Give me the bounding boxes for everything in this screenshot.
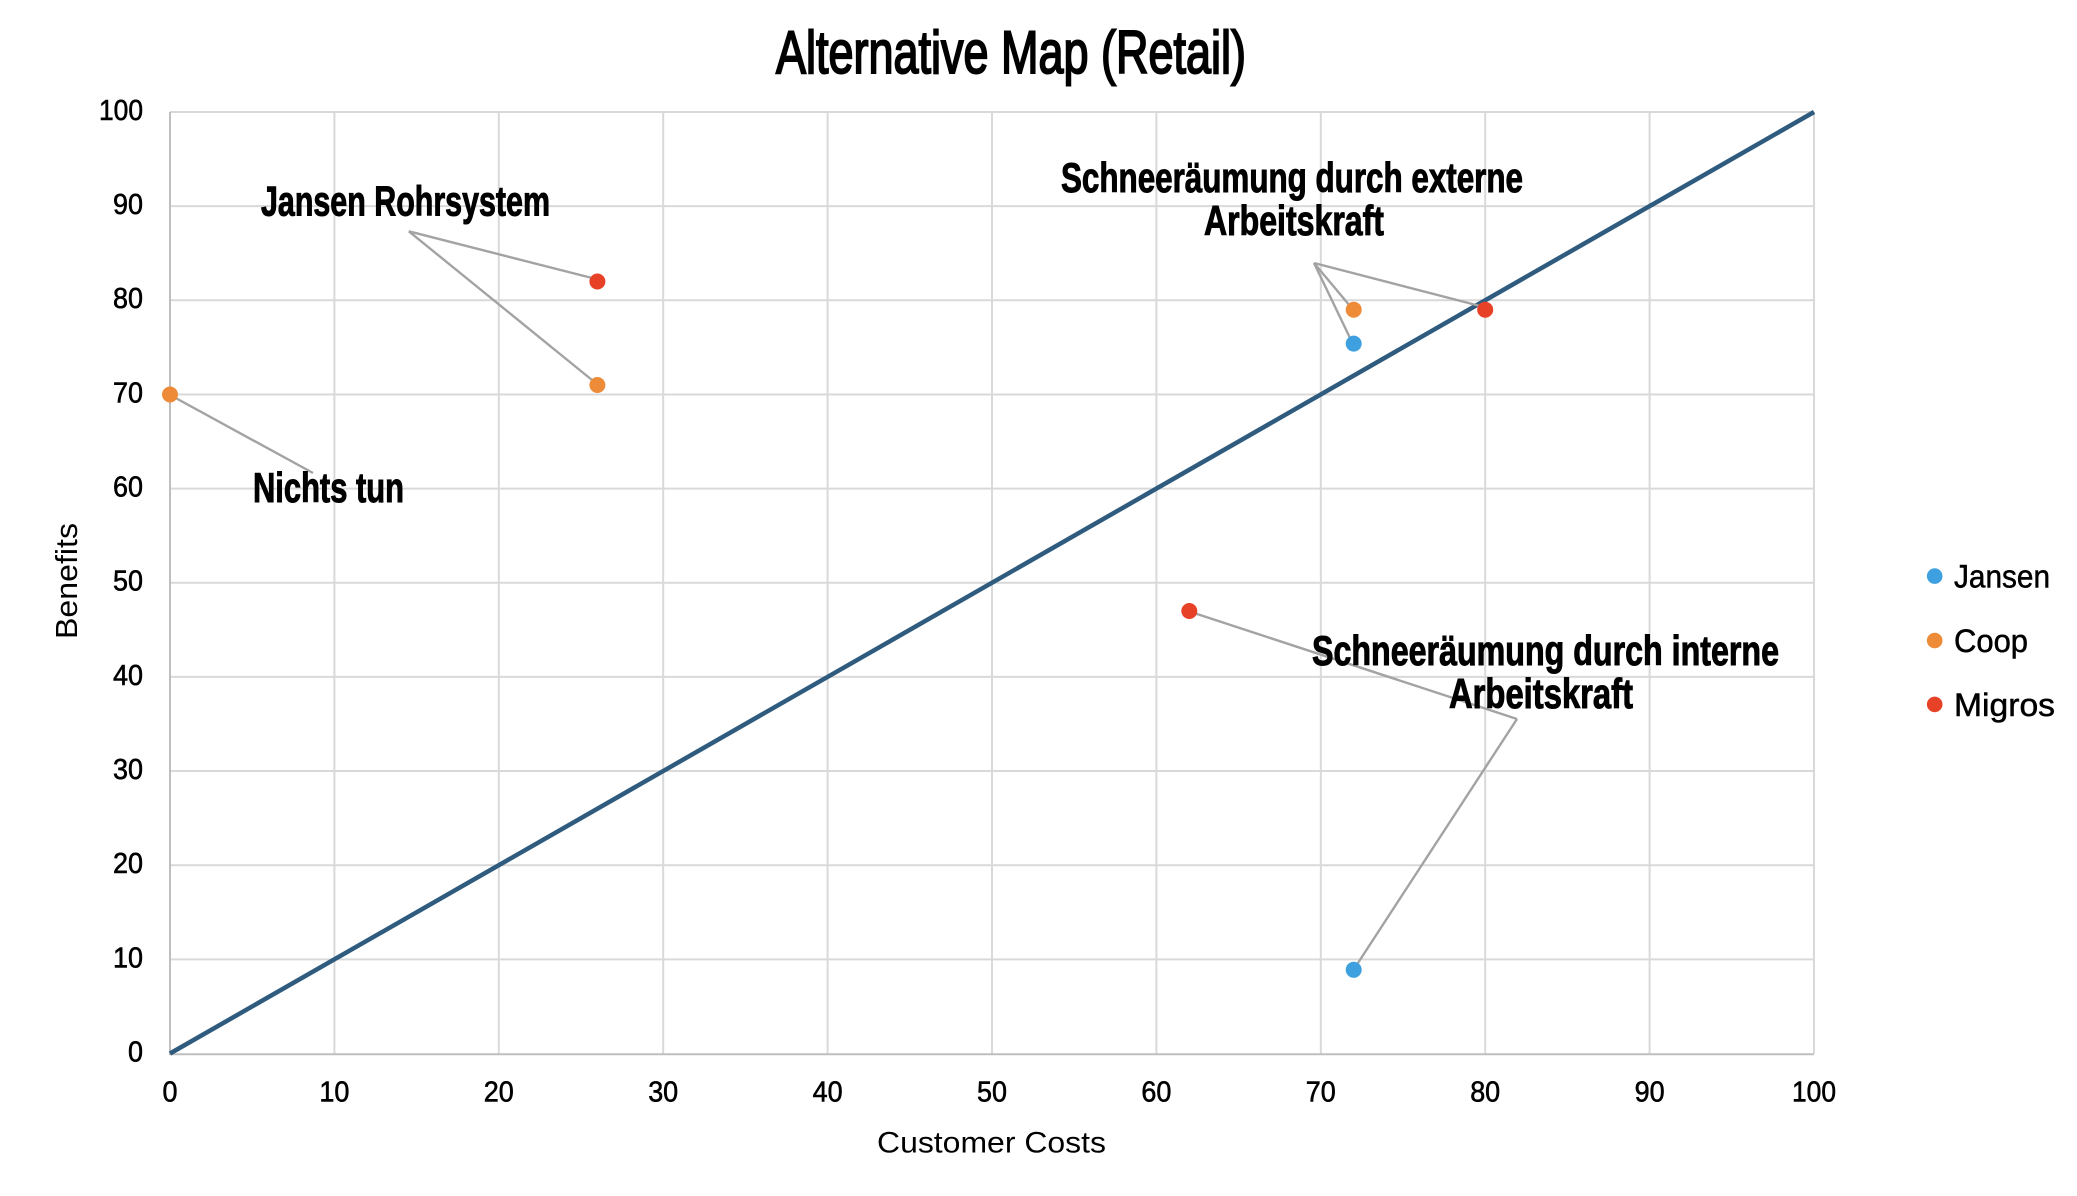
svg-text:100: 100 <box>1792 1077 1836 1109</box>
svg-text:Alternative Map (Retail): Alternative Map (Retail) <box>776 19 1246 86</box>
svg-text:Schneeräumung durch interne: Schneeräumung durch interne <box>1312 627 1779 674</box>
svg-text:Benefits: Benefits <box>49 523 84 639</box>
svg-text:70: 70 <box>113 377 143 409</box>
svg-text:Arbeitskraft: Arbeitskraft <box>1204 197 1384 244</box>
svg-text:10: 10 <box>113 942 143 974</box>
svg-text:60: 60 <box>1141 1077 1171 1109</box>
svg-text:30: 30 <box>648 1077 678 1109</box>
svg-text:90: 90 <box>1635 1077 1665 1109</box>
svg-text:40: 40 <box>113 660 143 692</box>
svg-text:80: 80 <box>113 283 143 315</box>
svg-text:Jansen Rohrsystem: Jansen Rohrsystem <box>261 177 550 224</box>
svg-text:Coop: Coop <box>1954 623 2028 659</box>
svg-text:Customer Costs: Customer Costs <box>877 1127 1106 1160</box>
svg-text:20: 20 <box>113 848 143 880</box>
svg-text:60: 60 <box>113 472 143 504</box>
svg-text:50: 50 <box>977 1077 1007 1109</box>
svg-text:80: 80 <box>1470 1077 1500 1109</box>
svg-text:70: 70 <box>1306 1077 1336 1109</box>
svg-text:100: 100 <box>99 95 143 127</box>
svg-text:10: 10 <box>319 1077 349 1109</box>
svg-text:Nichts tun: Nichts tun <box>253 464 404 511</box>
svg-text:40: 40 <box>813 1077 843 1109</box>
svg-text:0: 0 <box>163 1077 178 1109</box>
svg-text:50: 50 <box>113 566 143 598</box>
svg-text:Jansen: Jansen <box>1954 559 2050 595</box>
svg-text:20: 20 <box>484 1077 514 1109</box>
svg-text:Schneeräumung durch externe: Schneeräumung durch externe <box>1061 154 1523 201</box>
svg-text:Arbeitskraft: Arbeitskraft <box>1449 670 1633 717</box>
svg-text:90: 90 <box>113 189 143 221</box>
svg-text:0: 0 <box>128 1036 143 1068</box>
svg-text:30: 30 <box>113 754 143 786</box>
svg-text:Migros: Migros <box>1954 687 2055 723</box>
